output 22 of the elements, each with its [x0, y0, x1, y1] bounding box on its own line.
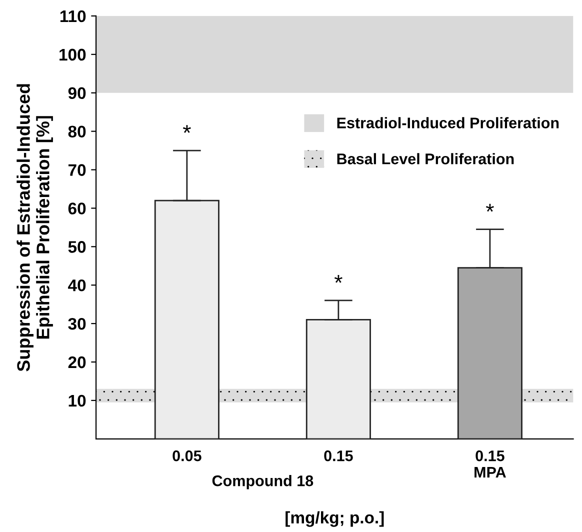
x-tick-label: 0.15 MPA: [474, 450, 506, 478]
text: Compound 18: [212, 475, 314, 490]
y-tick-label: 40: [68, 280, 86, 292]
x-tick-label: 0.05: [172, 450, 202, 462]
y-tick-label: 100: [60, 48, 86, 61]
legend-label: Estradiol-Induced Proliferation: [337, 117, 559, 128]
legend-label: Basal Level Proliferation: [337, 153, 514, 164]
annotation: *: [334, 275, 342, 283]
y-tick-label: 60: [68, 202, 86, 214]
annotation: *: [486, 204, 494, 212]
y-axis-title: Suppression of Estradiol-Induced Epithelial Proliferation [%]: [16, 84, 53, 372]
y-tick-label: 10: [68, 394, 86, 407]
y-tick-label: 90: [68, 87, 86, 100]
x-tick-label: 0.15: [324, 450, 353, 462]
y-tick-label: 20: [68, 356, 86, 368]
annotation: *: [182, 125, 191, 133]
y-tick-label: 50: [68, 241, 86, 253]
y-tick-label: 30: [68, 318, 86, 330]
y-tick-label: 80: [68, 126, 86, 138]
y-tick-label: 110: [60, 10, 86, 22]
y-tick-label: 70: [68, 164, 86, 176]
x-axis-title: [mg/kg; p.o.]: [286, 511, 384, 527]
